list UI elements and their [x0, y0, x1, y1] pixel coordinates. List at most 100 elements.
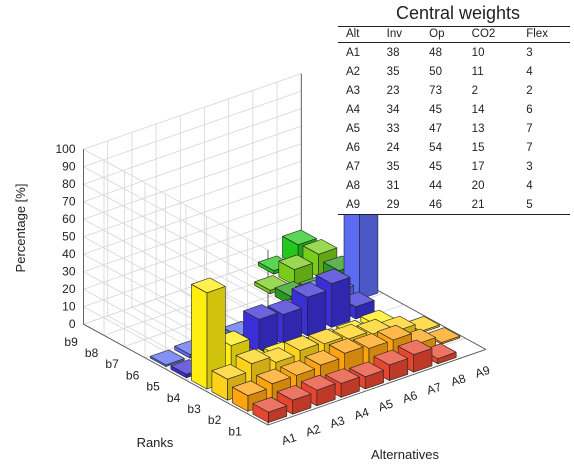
- alternative-tick-label: A7: [425, 380, 444, 398]
- table-cell: 5: [518, 195, 570, 215]
- table-cell: 7: [526, 122, 533, 135]
- z-tick-label: 70: [62, 195, 76, 209]
- table-cell: 34: [386, 103, 400, 116]
- column-header: Inv: [378, 26, 422, 43]
- rank-tick-label: b4: [167, 391, 181, 405]
- z-tick-label: 0: [69, 317, 76, 331]
- alternative-tick-label: A9: [473, 363, 492, 381]
- column-header: Alt: [338, 26, 379, 43]
- table-cell: 47: [429, 122, 442, 135]
- table-cell: A4: [346, 103, 361, 116]
- z-tick-label: 80: [62, 177, 76, 191]
- bars: [150, 147, 461, 423]
- rank-tick-label: b6: [126, 368, 140, 382]
- table-cell: 46: [421, 195, 464, 215]
- table-cell: 17: [471, 160, 485, 173]
- bar-b4-A1: [191, 277, 226, 390]
- bar-b1-A2: [276, 385, 312, 415]
- alternative-tick-label: A3: [328, 413, 347, 431]
- table-cell: 48: [429, 46, 442, 59]
- table-cell: 11: [471, 65, 484, 78]
- table-row: A3 23 73 2 2: [338, 81, 570, 100]
- z-tick-label: 100: [55, 142, 75, 156]
- table-cell: 4: [526, 65, 533, 78]
- table-cell: 20: [471, 179, 485, 192]
- table-row: A7 35 45 17 3: [338, 157, 570, 176]
- table-cell: 4: [526, 179, 533, 192]
- bar-b1-A1: [252, 396, 288, 423]
- table-row: A6 24 54 15 7: [338, 138, 570, 157]
- table-cell: A6: [346, 141, 361, 154]
- central-weights-table: Alt Inv Op CO2 Flex A1 38 48 10 3 A2 35 50 11 4 A3 23 7 3…: [338, 26, 570, 215]
- bar-b1-A6: [373, 349, 409, 381]
- rank-tick-label: b3: [187, 402, 201, 416]
- alternative-tick-label: A6: [401, 388, 420, 406]
- table-body: A1 38 48 10 3 A2 35 50 11 4 A3 23 73 2 2 A4 34 45 14 6 A5 33 4…: [338, 43, 570, 215]
- table-header-row: Alt Inv Op CO2 Flex: [338, 26, 570, 43]
- central-weights-title: Central weights: [395, 3, 521, 23]
- alternative-tick-label: A5: [377, 396, 396, 414]
- table-row: A5 33 47 13 7: [338, 119, 570, 138]
- rank-tick-label: b7: [105, 357, 119, 371]
- table-cell: 14: [471, 103, 485, 116]
- table-cell: 23: [386, 84, 400, 97]
- rank-tick-label: b5: [146, 380, 160, 394]
- table-cell: A2: [346, 65, 361, 78]
- table-cell: 35: [386, 160, 400, 173]
- alternative-tick-label: A4: [352, 405, 371, 423]
- ranks-axis-label: Ranks: [137, 435, 174, 450]
- table-cell: 15: [471, 141, 485, 154]
- table-cell: 2: [471, 84, 479, 97]
- table-cell: 38: [386, 46, 400, 59]
- alternative-tick-label: A2: [304, 422, 323, 440]
- axis-edge: [83, 323, 269, 426]
- rank-tick-label: b9: [64, 335, 78, 349]
- table-cell: 3: [526, 46, 533, 59]
- table-cell: A3: [346, 84, 361, 97]
- table-cell: A9: [338, 195, 379, 215]
- table-cell: 13: [471, 122, 485, 135]
- rank-tick-label: b1: [228, 424, 242, 438]
- table-row: A8 31 44 20 4: [338, 176, 570, 195]
- alternatives-axis-label: Alternatives: [371, 447, 439, 462]
- axis-edge: [267, 348, 486, 426]
- table-cell: 44: [429, 179, 442, 192]
- tick-labels: 0 10 20 30 40 50 60 70 80 90 100 b1 b2 b3 b4 b5 b6 b7 b8 b9…: [55, 142, 491, 448]
- z-tick-label: 20: [62, 282, 76, 296]
- table-cell: 33: [386, 122, 400, 135]
- rank-tick-label: b8: [85, 346, 99, 360]
- table-row: A2 35 50 11 4: [338, 62, 570, 81]
- table-cell: 29: [378, 195, 422, 215]
- table-row: A1 38 48 10 3: [338, 43, 570, 63]
- z-tick-label: 30: [62, 265, 76, 279]
- z-tick-label: 10: [62, 300, 76, 314]
- column-header: CO2: [463, 26, 519, 43]
- table-cell: A8: [346, 179, 361, 192]
- z-tick-label: 90: [62, 160, 76, 174]
- z-tick-label: 60: [62, 212, 76, 226]
- central-weights-panel: Central weights Alt Inv Op CO2 Flex A1 38 48 10…: [338, 0, 570, 215]
- z-axis-label: Percentage [%]: [13, 184, 28, 273]
- alternative-tick-label: A1: [280, 430, 299, 448]
- z-gridline: [82, 125, 302, 303]
- table-cell: 6: [526, 103, 533, 116]
- column-header: Flex: [518, 26, 570, 43]
- table-cell: 31: [386, 179, 400, 192]
- table-cell: A1: [346, 46, 361, 59]
- rank-tick-label: b2: [208, 413, 222, 427]
- table-cell: A7: [346, 160, 361, 173]
- table-cell: 35: [386, 65, 400, 78]
- table-cell: 45: [429, 160, 442, 173]
- table-cell: A5: [346, 122, 361, 135]
- alternative-tick-label: A8: [449, 371, 468, 389]
- table-cell: 54: [429, 141, 442, 154]
- z-tick-label: 40: [62, 247, 76, 261]
- table-cell: 45: [429, 103, 442, 116]
- table-cell: 10: [471, 46, 485, 59]
- table-cell: 21: [463, 195, 519, 215]
- table-cell: 50: [429, 65, 442, 78]
- z-gridline: [82, 73, 302, 251]
- z-gridline: [82, 90, 302, 268]
- table-cell: 2: [526, 84, 533, 97]
